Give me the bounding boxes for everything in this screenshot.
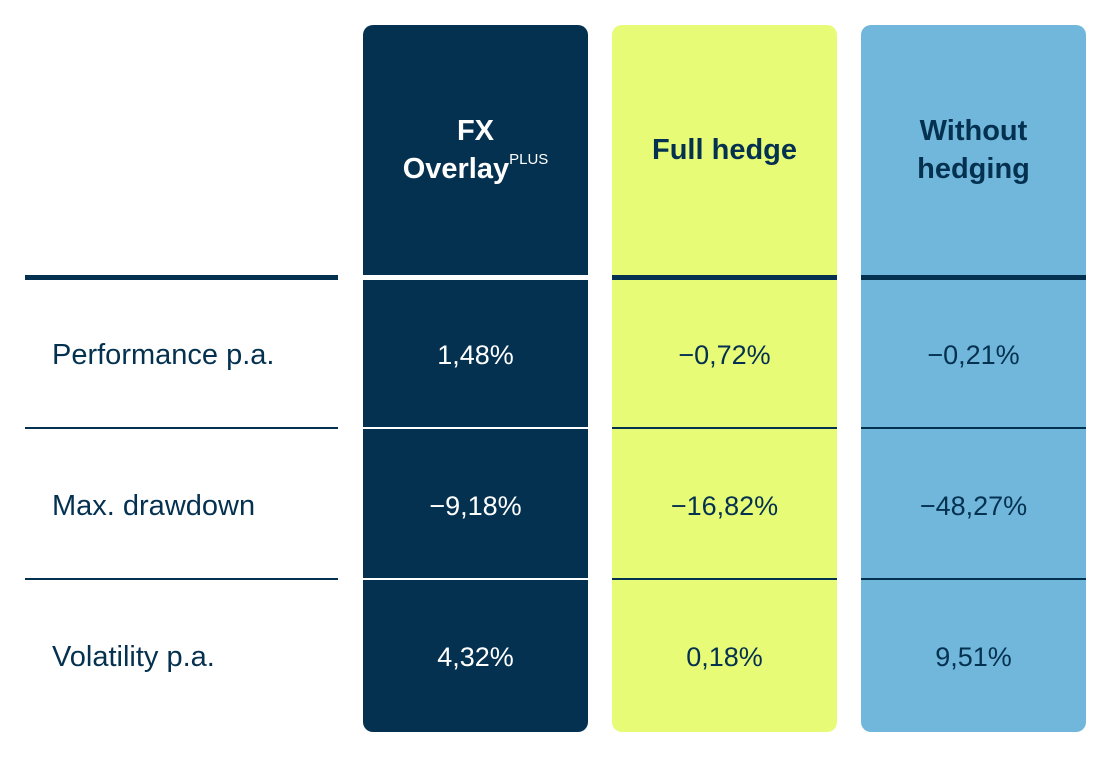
row-label-performance: Performance p.a. [52, 338, 275, 371]
cell-value: −0,21% [927, 339, 1020, 370]
column-fx-overlay-plus: FX OverlayPLUS 1,48% −9,18% 4,32% [363, 25, 588, 732]
cell-value: −48,27% [919, 490, 1028, 521]
column-header-full-hedge: Full hedge [612, 25, 837, 275]
column-title: Without hedging [917, 115, 1030, 185]
column-header-fx-overlay-plus: FX OverlayPLUS [363, 25, 588, 275]
row-separator [25, 578, 338, 580]
header-rule [612, 275, 837, 280]
cell-separator [363, 427, 588, 429]
column-header-without-hedging: Without hedging [861, 25, 1086, 275]
cell-value: 4,32% [437, 641, 514, 672]
row-label-volatility: Volatility p.a. [52, 640, 215, 673]
header-rule [363, 275, 588, 280]
cell-separator [861, 578, 1086, 580]
row-separator [25, 427, 338, 429]
cell-separator [612, 427, 837, 429]
cell-value: 9,51% [935, 641, 1012, 672]
cell-separator [612, 578, 837, 580]
column-title: Full hedge [652, 134, 797, 166]
cell-separator [363, 578, 588, 580]
label-header-rule [25, 275, 338, 280]
column-title-superscript: PLUS [509, 151, 549, 168]
cell-value: 1,48% [437, 339, 514, 370]
header-rule [861, 275, 1086, 280]
column-without-hedging: Without hedging −0,21% −48,27% 9,51% [861, 25, 1086, 732]
column-title: FX Overlay [402, 115, 510, 185]
cell-value: −16,82% [670, 490, 779, 521]
column-full-hedge: Full hedge −0,72% −16,82% 0,18% [612, 25, 837, 732]
cell-separator [861, 427, 1086, 429]
cell-value: 0,18% [686, 641, 763, 672]
row-label-max-drawdown: Max. drawdown [52, 489, 256, 522]
cell-value: −0,72% [678, 339, 771, 370]
cell-value: −9,18% [429, 490, 522, 521]
